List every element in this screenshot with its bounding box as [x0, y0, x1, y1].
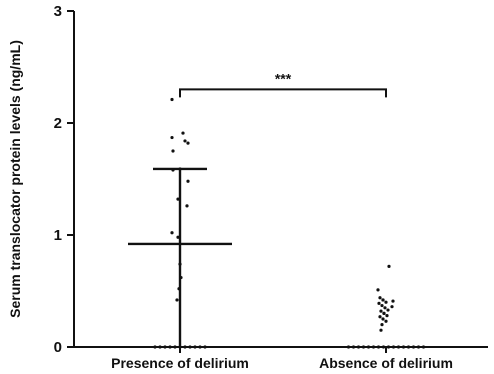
y-tick-label: 0 [54, 339, 62, 356]
significance-label: *** [275, 70, 292, 86]
data-point [181, 131, 185, 135]
x-tick-label: Absence of delirium [319, 355, 453, 371]
data-point [170, 135, 174, 140]
data-point [376, 288, 380, 292]
data-point [377, 301, 381, 305]
data-point [379, 328, 383, 332]
data-point [384, 300, 388, 304]
x-tick-label: Presence of delirium [111, 355, 249, 371]
data-point [390, 305, 394, 309]
data-point [387, 264, 391, 268]
data-point [378, 296, 382, 300]
axes: 0 1 2 3 Presence of delirium Absence of delir… [54, 3, 488, 371]
data-point [391, 299, 395, 303]
data-point [379, 309, 383, 313]
y-tick-label: 1 [54, 227, 62, 244]
data-point [170, 231, 174, 235]
data-point [378, 315, 382, 319]
data-point [380, 303, 384, 308]
data-point [382, 311, 386, 315]
y-axis-label: Serum translocator protein levels (ng/mL… [7, 40, 23, 318]
data-point [185, 204, 189, 208]
data-point [171, 149, 175, 153]
data-point [380, 323, 384, 327]
y-tick-label: 2 [54, 115, 62, 132]
plot-area [128, 97, 426, 349]
data-point [385, 314, 389, 318]
data-point [383, 306, 387, 310]
data-point [381, 298, 385, 302]
data-point [381, 317, 385, 321]
y-tick-label: 3 [54, 3, 62, 20]
data-point [186, 179, 190, 183]
data-point [386, 308, 390, 312]
significance-bracket: *** [179, 70, 387, 98]
data-point [384, 319, 388, 323]
data-point [183, 139, 187, 143]
data-point [186, 141, 190, 145]
significance-bracket-line [179, 88, 387, 98]
data-point [175, 298, 179, 302]
data-point [176, 197, 180, 201]
data-point [176, 235, 180, 239]
data-point [170, 97, 174, 102]
